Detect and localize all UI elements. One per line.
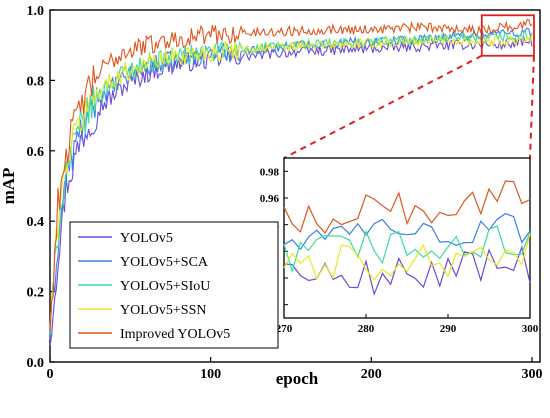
x-tick-label: 200	[361, 367, 382, 382]
main-x-axis: 0 100 200 300	[47, 357, 542, 382]
inset-x-axis: 270 280 290 300	[276, 314, 539, 335]
legend: YOLOv5 YOLOv5+SCA YOLOv5+SIoU YOLOv5+SSN Imp…	[69, 221, 279, 349]
y-tick-label: 0.6	[27, 145, 45, 160]
legend-label-yolov5-siou: YOLOv5+SIoU	[120, 279, 210, 294]
series-line-yolov5	[49, 35, 533, 346]
inset-x-tick-label: 270	[276, 323, 293, 335]
series-line-yolov5-ssn	[49, 33, 533, 330]
inset-plot-frame	[283, 157, 531, 319]
inset-series-line-yolov5-siou	[283, 225, 531, 274]
main-y-axis: 0.0 0.2 0.4 0.6 0.8 1.0	[27, 4, 55, 371]
y-tick-label: 0.2	[27, 286, 45, 301]
inset-series-line-improved-yolov5	[283, 180, 531, 235]
y-tick-label: 0.0	[27, 356, 45, 371]
x-tick-label: 300	[521, 367, 542, 382]
legend-label-improved-yolov5: Improved YOLOv5	[120, 327, 230, 342]
x-tick-label: 0	[47, 367, 54, 382]
legend-label-yolov5: YOLOv5	[120, 231, 173, 246]
main-plot-frame	[49, 9, 541, 363]
y-tick-label: 0.8	[27, 74, 45, 89]
inset-series-line-yolov5-ssn	[283, 233, 531, 281]
inset-x-tick-label: 280	[358, 323, 375, 335]
main-series-group	[49, 18, 533, 346]
y-tick-label: 0.4	[27, 215, 45, 230]
legend-label-yolov5-sca: YOLOv5+SCA	[120, 255, 209, 270]
zoom-connector-left	[283, 54, 483, 159]
x-axis-label: epoch	[276, 369, 319, 388]
inset-series-group	[283, 180, 531, 297]
y-tick-label: 1.0	[27, 4, 45, 19]
inset-series-line-yolov5	[283, 245, 531, 297]
inset-y-tick-label: 0.96	[260, 193, 280, 205]
series-line-yolov5-sca	[49, 27, 533, 341]
inset-x-tick-label: 290	[440, 323, 457, 335]
inset-x-tick-label: 300	[522, 323, 539, 335]
legend-label-yolov5-ssn: YOLOv5+SSN	[120, 303, 206, 318]
x-tick-label: 100	[200, 367, 221, 382]
series-line-improved-yolov5	[49, 18, 533, 332]
inset-y-tick-label: 0.98	[260, 166, 280, 178]
zoom-region-box	[480, 14, 535, 57]
y-axis-label: mAP	[0, 168, 18, 205]
